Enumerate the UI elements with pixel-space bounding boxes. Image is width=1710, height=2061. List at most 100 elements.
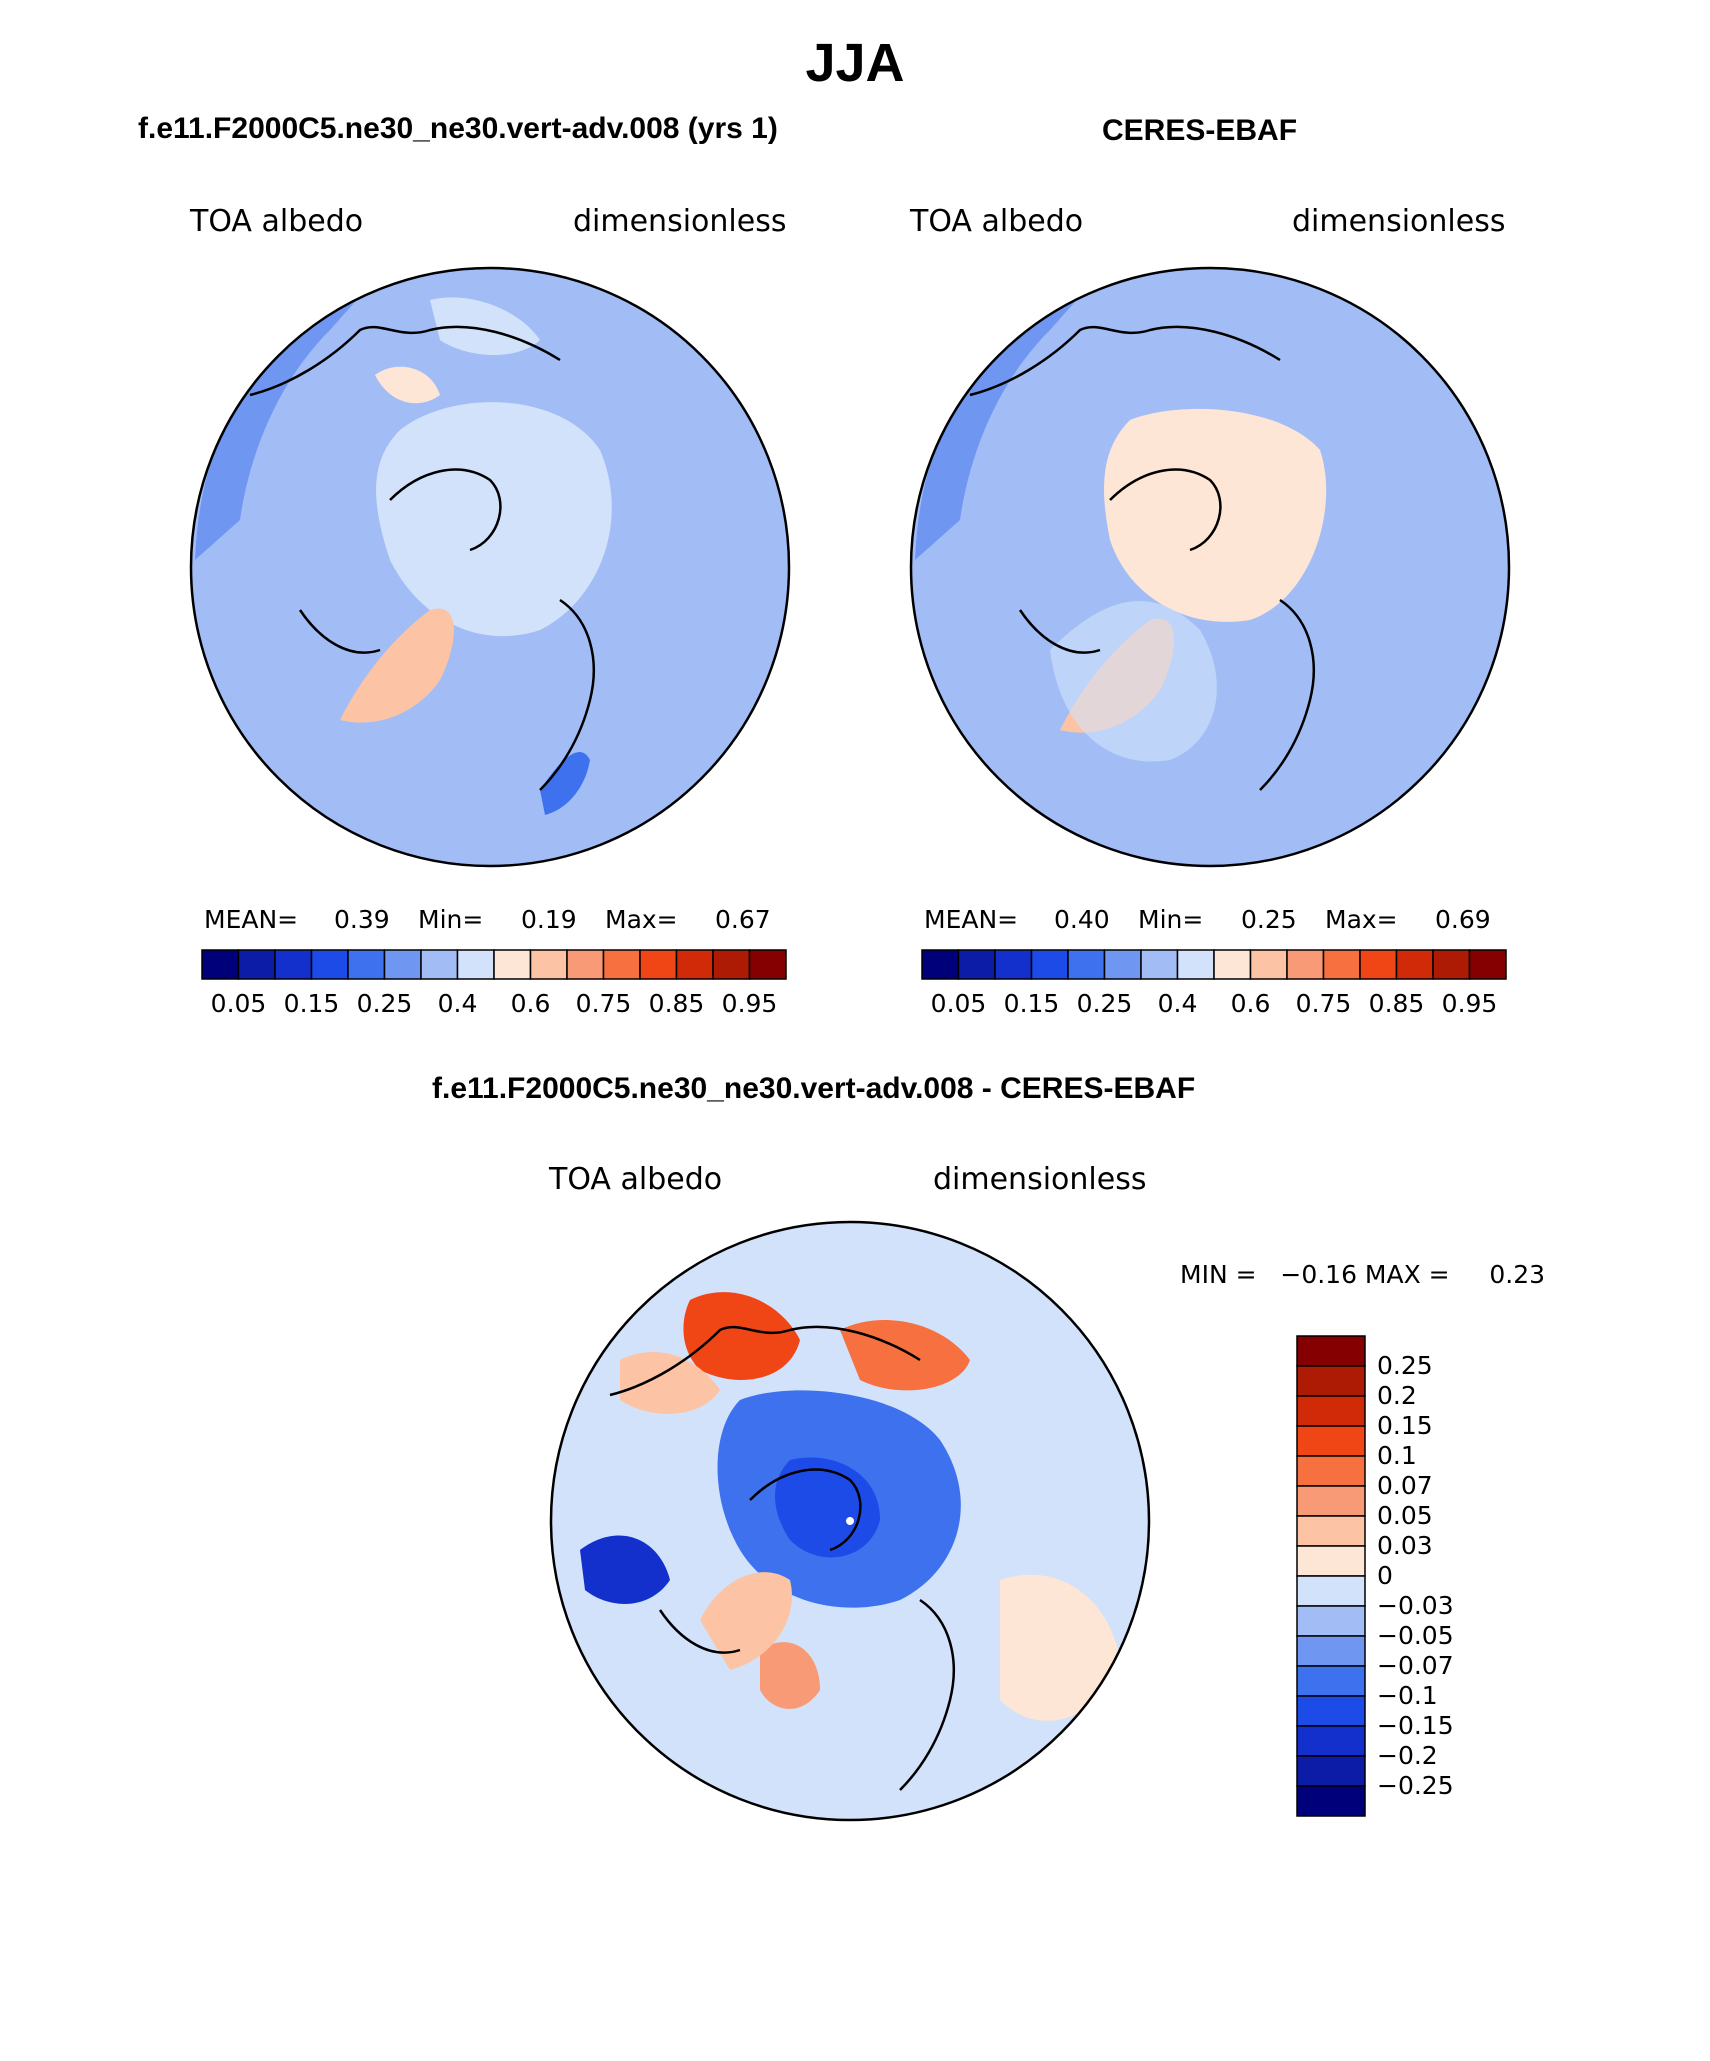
stat-min-obs: 0.25 (1241, 905, 1297, 934)
colorbar-model-tick-label: 0.15 (283, 989, 340, 1018)
units-model: dimensionless (573, 204, 787, 239)
colorbar-obs-tick-label: 0.4 (1157, 989, 1198, 1018)
colorbar-obs-segment (994, 949, 1033, 980)
map-diff-region-hudson (580, 1535, 670, 1604)
colorbar-diff-segment (1296, 1485, 1366, 1517)
colorbar-obs-tick-label: 0.95 (1441, 989, 1498, 1018)
colorbar-obs-tick-label: 0.05 (930, 989, 987, 1018)
map-model-region-greenland (340, 608, 454, 723)
map-model-coastline (249, 325, 595, 791)
colorbar-obs-segment (957, 949, 996, 980)
stat-max-label-model: Max= (605, 905, 678, 934)
map-diff-border (549, 1220, 1151, 1822)
map-diff-region-scandinavia (760, 1642, 820, 1709)
colorbar-diff-tick-label: 0.07 (1377, 1471, 1433, 1500)
colorbar-diff-tick-label: 0.25 (1377, 1351, 1433, 1380)
colorbar-diff-segment (1296, 1635, 1366, 1667)
colorbar-diff-tick-label: 0.15 (1377, 1411, 1433, 1440)
colorbar-diff-tick-label: −0.1 (1377, 1681, 1438, 1710)
stat-mean-label-model: MEAN= (204, 905, 299, 934)
colorbar-model-segment (383, 949, 422, 980)
colorbar-diff-tick-label: −0.2 (1377, 1741, 1438, 1770)
map-obs-region-arctic (1104, 408, 1327, 622)
map-diff-coastline (609, 1325, 955, 1791)
colorbar-diff-segment (1296, 1665, 1366, 1697)
colorbar-obs-segment (1030, 949, 1069, 980)
colorbar-obs-tick-label: 0.6 (1230, 989, 1271, 1018)
colorbar-diff-tick-label: 0 (1377, 1561, 1393, 1590)
colorbar-diff-segment (1296, 1365, 1366, 1397)
colorbar-diff-tick-label: −0.25 (1377, 1771, 1454, 1800)
map-diff-region-west-siberia (620, 1351, 720, 1414)
colorbar-model-segment (675, 949, 714, 980)
stat-max-obs: 0.69 (1435, 905, 1491, 934)
colorbar-diff-segment (1296, 1605, 1366, 1637)
map-obs (911, 268, 1509, 866)
colorbar-model-segment (347, 949, 386, 980)
map-model (191, 268, 789, 866)
figure-title: JJA (805, 33, 905, 93)
stat-min-label-obs: Min= (1138, 905, 1204, 934)
colorbar-diff-segment (1296, 1785, 1366, 1817)
stat-minmax-diff: MIN = −0.16 MAX = 0.23 (1180, 1260, 1546, 1289)
map-obs-border (909, 266, 1511, 868)
colorbar-model-tick-label: 0.25 (356, 989, 413, 1018)
colorbar-diff-segment (1296, 1575, 1366, 1607)
colorbar-model-segment (748, 949, 787, 980)
colorbar-model-tick-label: 0.6 (510, 989, 551, 1018)
colorbar-model-segment (566, 949, 605, 980)
colorbar-model-tick-label: 0.05 (210, 989, 267, 1018)
colorbar-model-segment (274, 949, 313, 980)
colorbar-model-segment (456, 949, 495, 980)
colorbar-diff-segment (1296, 1695, 1366, 1727)
colorbar-obs-tick-label: 0.85 (1368, 989, 1425, 1018)
colorbar-obs-segment (921, 949, 960, 980)
colorbar-diff-segment (1296, 1755, 1366, 1787)
colorbar-diff-tick-label: 0.05 (1377, 1501, 1433, 1530)
map-diff-region-pacific (1000, 1574, 1120, 1721)
map-model-region-pacific (560, 600, 789, 830)
stat-mean-label-obs: MEAN= (924, 905, 1019, 934)
colorbar-obs-segment (1322, 949, 1361, 980)
map-diff-region-east-siberia (683, 1292, 800, 1380)
map-obs-region-atlantic (915, 285, 1090, 560)
colorbars (201, 949, 1507, 1817)
colorbar-obs-segment (1176, 949, 1215, 980)
colorbar-diff-tick-label: 0.03 (1377, 1531, 1433, 1560)
colorbar-diff-segment (1296, 1455, 1366, 1487)
stat-mean-model: 0.39 (334, 905, 390, 934)
colorbar-diff-segment (1296, 1545, 1366, 1577)
stat-min-label-model: Min= (418, 905, 484, 934)
panel-title-model: f.e11.F2000C5.ne30_ne30.vert-adv.008 (yr… (138, 112, 778, 145)
map-model-region-scandinavia (540, 751, 590, 815)
stat-max-model: 0.67 (715, 905, 771, 934)
colorbar-model-segment (310, 949, 349, 980)
map-model-region-siberia-cloud (430, 297, 540, 355)
colorbar-obs-segment (1140, 949, 1179, 980)
colorbar-obs-tick-label: 0.25 (1076, 989, 1133, 1018)
colorbar-diff-segment (1296, 1725, 1366, 1757)
colorbar-model-segment (237, 949, 276, 980)
colorbar-obs-segment (1432, 949, 1471, 980)
map-model-region-atlantic (195, 285, 370, 560)
colorbar-diff-segment (1296, 1515, 1366, 1547)
colorbar-obs-segment (1395, 949, 1434, 980)
colorbar-diff-tick-label: 0.1 (1377, 1441, 1417, 1470)
colorbar-obs-segment (1103, 949, 1142, 980)
units-diff: dimensionless (933, 1162, 1147, 1197)
colorbar-obs-segment (1067, 949, 1106, 980)
map-model-region-arctic (376, 402, 612, 637)
map-diff (551, 1222, 1149, 1820)
field-name-diff: TOA albedo (549, 1162, 723, 1197)
colorbar-obs-segment (1468, 949, 1507, 980)
colorbar-model-segment (712, 949, 751, 980)
stat-min-model: 0.19 (521, 905, 577, 934)
stat-max-label-obs: Max= (1325, 905, 1398, 934)
units-obs: dimensionless (1292, 204, 1506, 239)
colorbar-diff-segment (1296, 1395, 1366, 1427)
map-model-region-east-siberia (375, 366, 440, 404)
colorbar-model-tick-label: 0.4 (437, 989, 478, 1018)
colorbar-diff-tick-label: −0.05 (1377, 1621, 1454, 1650)
colorbar-model-segment (493, 949, 532, 980)
colorbar-model-tick-label: 0.75 (575, 989, 632, 1018)
